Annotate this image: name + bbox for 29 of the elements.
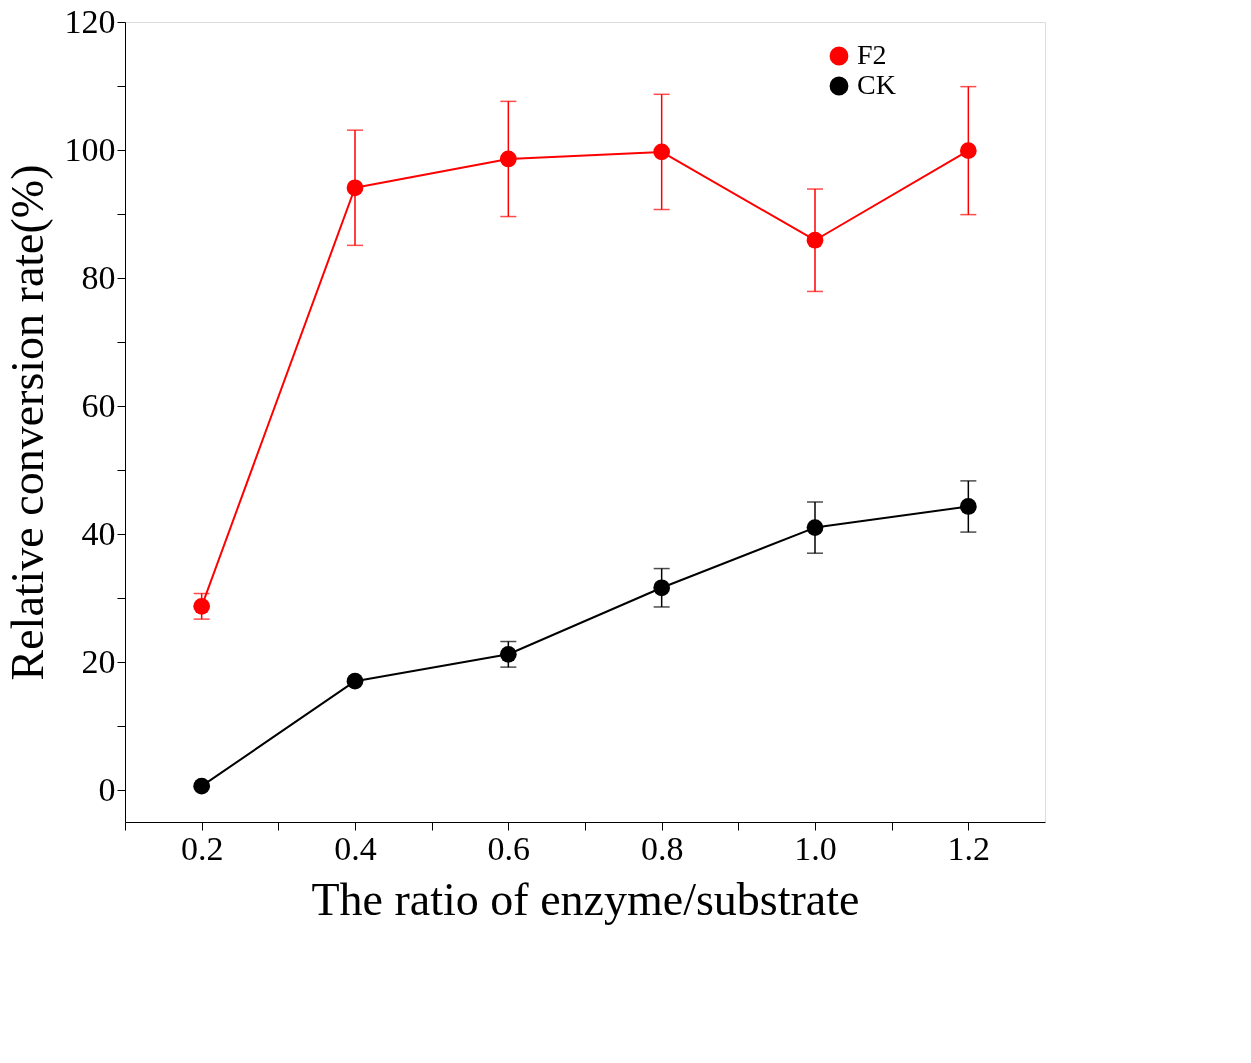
point bbox=[193, 777, 211, 795]
point bbox=[346, 179, 364, 197]
point bbox=[806, 231, 824, 249]
point bbox=[653, 579, 671, 597]
point bbox=[653, 143, 671, 161]
x-tick-label: 0.2 bbox=[180, 829, 224, 867]
y-axis-title: Relative conversion rate(%) bbox=[1, 164, 53, 681]
point bbox=[806, 519, 824, 536]
y-tick-label: 80 bbox=[81, 258, 116, 296]
x-tick-label: 0.8 bbox=[640, 829, 684, 867]
y-tick-label: 0 bbox=[98, 770, 116, 808]
y-tick-label: 120 bbox=[64, 2, 116, 40]
y-tick-label: 20 bbox=[81, 642, 116, 680]
x-tick-label: 1.2 bbox=[947, 829, 991, 867]
y-tick-label: 40 bbox=[81, 514, 116, 552]
point bbox=[959, 498, 977, 515]
y-tick-label: 60 bbox=[81, 386, 116, 424]
point bbox=[959, 142, 977, 159]
point bbox=[346, 672, 364, 690]
point bbox=[193, 597, 211, 615]
x-tick-label: 1.0 bbox=[794, 829, 837, 867]
y-tick-label: 100 bbox=[64, 130, 116, 168]
x-axis-title: The ratio of enzyme/substrate bbox=[311, 873, 860, 925]
point bbox=[499, 150, 517, 168]
legend-label: F2 bbox=[857, 39, 887, 70]
x-tick-label: 0.6 bbox=[487, 829, 531, 867]
point bbox=[499, 645, 517, 663]
x-tick-label: 0.4 bbox=[334, 829, 377, 867]
legend-label: CK bbox=[857, 69, 896, 100]
